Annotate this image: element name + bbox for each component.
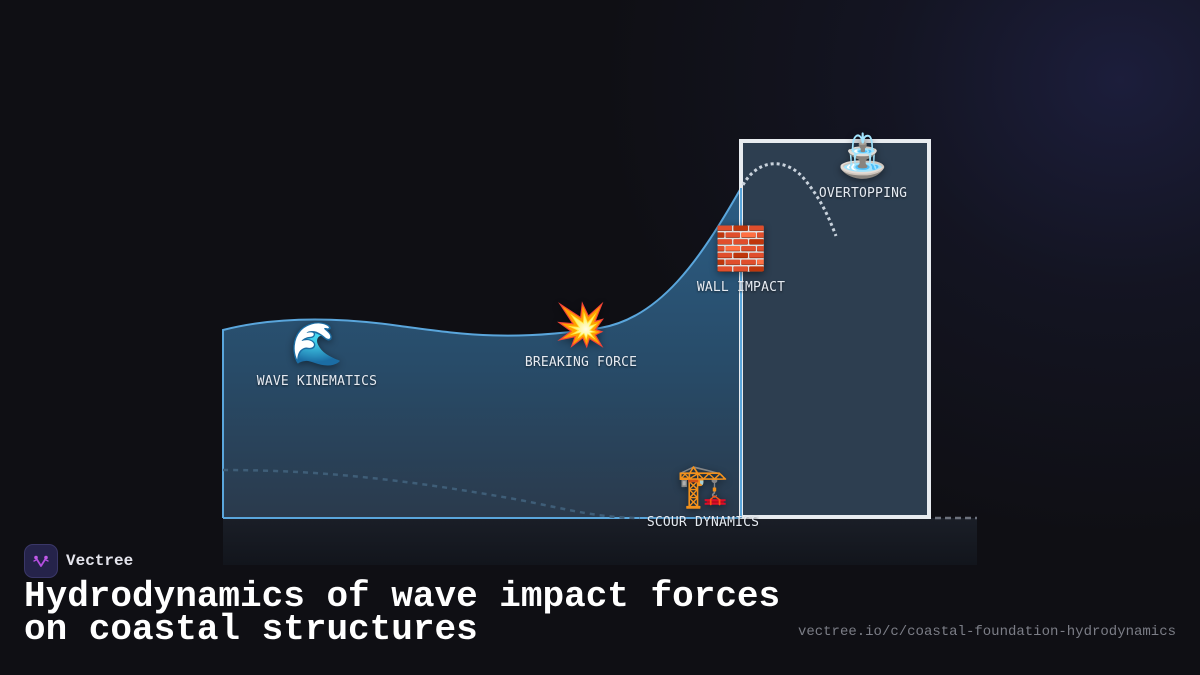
brick-wall-icon: 🧱 [714,224,768,273]
source-url: vectree.io/c/coastal-foundation-hydrodyn… [797,624,1176,640]
scour-profile-dashed [222,468,641,520]
construction-crane-icon: 🏗️ [676,461,730,510]
title-line-2: on coastal structures [24,609,478,650]
node-label-breaking-force: BREAKING FORCE [524,355,638,370]
brand: Vectree [24,544,133,578]
collision-icon: 💥 [554,300,608,349]
brand-name: Vectree [66,552,134,570]
vectree-logo-icon [24,544,58,578]
node-label-scour-dynamics: SCOUR DYNAMICS [646,515,760,530]
title-line-1: Hydrodynamics of wave impact forces [24,576,781,617]
node-label-wall-impact: WALL IMPACT [696,280,786,295]
node-label-overtopping: OVERTOPPING [818,186,908,201]
seabed-ground [223,518,977,565]
page-title: Hydrodynamics of wave impact forces on c… [24,579,780,648]
water-wave-icon: 🌊 [290,319,344,368]
overtopping-trajectory [741,162,838,237]
fountain-icon: ⛲ [836,131,890,180]
node-label-wave-kinematics: WAVE KINEMATICS [256,374,378,389]
water-body [223,188,741,518]
wave-surface-line [222,187,742,518]
